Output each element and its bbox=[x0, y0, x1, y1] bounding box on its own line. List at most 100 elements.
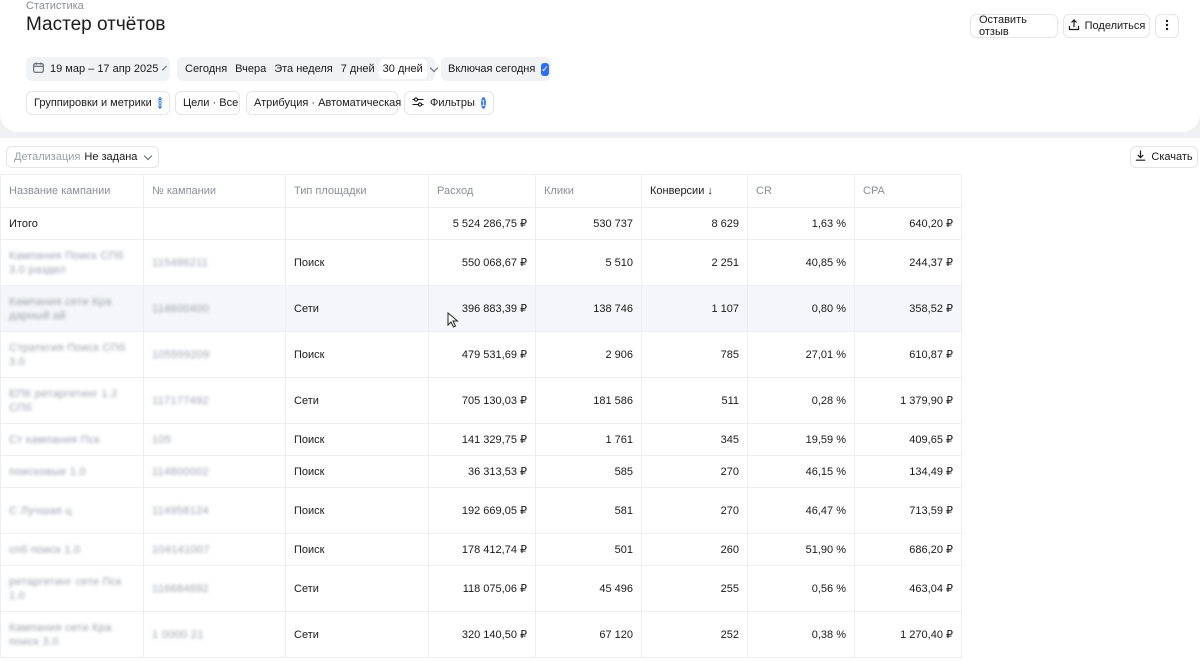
include-today-toggle[interactable]: Включая сегодня ✓ bbox=[441, 57, 551, 81]
campaign-name[interactable]: ретаргетинг сети Пск 1.0 bbox=[9, 575, 122, 602]
cpa-cell: 244,37 ₽ bbox=[854, 239, 962, 286]
groupings-metrics-button[interactable]: Группировки и метрики 8 bbox=[26, 91, 170, 115]
conversions-cell: 260 bbox=[641, 533, 748, 566]
share-button-label: Поделиться bbox=[1084, 20, 1146, 32]
period-this-week[interactable]: Эта неделя bbox=[274, 63, 333, 75]
more-vertical-icon bbox=[1165, 19, 1169, 34]
clicks-cell: 2 906 bbox=[535, 331, 642, 378]
table-row[interactable]: Стратегия Поиск СПб 3.0 105559209 Поиск … bbox=[0, 331, 962, 378]
campaign-id: 104141007 bbox=[152, 543, 210, 556]
campaign-id: 105 bbox=[152, 433, 172, 446]
clicks-cell: 45 496 bbox=[535, 565, 642, 612]
column-header-conversions[interactable]: Конверсии ↓ bbox=[641, 174, 748, 208]
filters-button[interactable]: Фильтры 1 bbox=[404, 91, 494, 115]
placement-type: Сети bbox=[285, 285, 429, 332]
clicks-cell: 138 746 bbox=[535, 285, 642, 332]
clicks-cell: 581 bbox=[535, 487, 642, 534]
column-header-campaign-id[interactable]: № кампании bbox=[143, 174, 286, 208]
clicks-cell: 585 bbox=[535, 455, 642, 488]
placement-type: Поиск bbox=[285, 239, 429, 286]
table-row[interactable]: спб поиск 1.0 104141007 Поиск 178 412,74… bbox=[0, 533, 962, 566]
detail-select[interactable]: Детализация Не задана bbox=[6, 146, 160, 168]
column-header-cr[interactable]: CR bbox=[747, 174, 855, 208]
goals-button[interactable]: Цели · Все bbox=[175, 91, 240, 115]
period-dropdown[interactable] bbox=[427, 57, 441, 81]
more-menu-button[interactable] bbox=[1155, 14, 1179, 38]
cpa-cell: 1 379,90 ₽ bbox=[854, 377, 962, 424]
include-today-label: Включая сегодня bbox=[448, 63, 536, 75]
total-clicks: 530 737 bbox=[535, 207, 642, 240]
feedback-button[interactable]: Оставить отзыв bbox=[970, 14, 1058, 38]
campaign-name[interactable]: Кампания сети Кра дарный ай bbox=[9, 295, 112, 322]
cost-cell: 192 669,05 ₽ bbox=[428, 487, 536, 534]
conversions-cell: 1 107 bbox=[641, 285, 748, 332]
attribution-button[interactable]: Атрибуция · Автоматическая bbox=[246, 91, 401, 115]
campaign-name[interactable]: ЕПК ретаргетинг 1.2 СПб bbox=[9, 387, 118, 414]
total-row: Итого 5 524 286,75 ₽ 530 737 8 629 1,63 … bbox=[0, 207, 962, 240]
total-label: Итого bbox=[0, 207, 144, 240]
campaign-id: 115486211 bbox=[152, 256, 209, 269]
detail-select-label: Детализация bbox=[14, 151, 81, 163]
cost-cell: 396 883,39 ₽ bbox=[428, 285, 536, 332]
table-row[interactable]: Ст кампания Пск 105 Поиск 141 329,75 ₽ 1… bbox=[0, 423, 962, 456]
period-30-days[interactable]: 30 дней bbox=[378, 59, 427, 79]
share-icon bbox=[1068, 18, 1080, 34]
sliders-icon bbox=[412, 96, 424, 110]
campaign-name[interactable]: Стратегия Поиск СПб 3.0 bbox=[9, 341, 126, 368]
calendar-icon bbox=[33, 62, 44, 76]
placement-type: Поиск bbox=[285, 423, 429, 456]
date-range-picker[interactable]: 19 мар – 17 апр 2025 bbox=[26, 57, 170, 81]
total-type bbox=[285, 207, 429, 240]
table-row[interactable]: Кампания Поиск СПб 3.0 раздел 115486211 … bbox=[0, 239, 962, 286]
share-button[interactable]: Поделиться bbox=[1063, 14, 1150, 38]
cr-cell: 46,47 % bbox=[747, 487, 855, 534]
conversions-cell: 255 bbox=[641, 565, 748, 612]
column-header-placement-type[interactable]: Тип площадки bbox=[285, 174, 429, 208]
campaign-name[interactable]: Кампания Поиск СПб 3.0 раздел bbox=[9, 249, 124, 276]
cr-cell: 51,90 % bbox=[747, 533, 855, 566]
total-id bbox=[143, 207, 286, 240]
period-yesterday[interactable]: Вчера bbox=[235, 63, 267, 75]
column-header-campaign-name[interactable]: Название кампании bbox=[0, 174, 144, 208]
cpa-cell: 409,65 ₽ bbox=[854, 423, 962, 456]
campaign-id: 116684692 bbox=[152, 582, 209, 595]
filters-label: Фильтры bbox=[430, 97, 475, 109]
column-header-clicks[interactable]: Клики bbox=[535, 174, 642, 208]
table-row[interactable]: С Лучшая ц 114958124 Поиск 192 669,05 ₽ … bbox=[0, 487, 962, 534]
campaign-name[interactable]: С Лучшая ц bbox=[9, 504, 72, 517]
cpa-cell: 1 270,40 ₽ bbox=[854, 611, 962, 658]
campaign-name[interactable]: поисковые 1.0 bbox=[9, 465, 86, 478]
conversions-cell: 785 bbox=[641, 331, 748, 378]
download-button[interactable]: Скачать bbox=[1130, 146, 1198, 168]
page-title: Мастер отчётов bbox=[26, 14, 166, 35]
campaign-id: 114600400 bbox=[152, 302, 209, 315]
campaign-name[interactable]: Ст кампания Пск bbox=[9, 433, 100, 446]
breadcrumb[interactable]: Статистика bbox=[26, 0, 84, 12]
table-row[interactable]: ретаргетинг сети Пск 1.0 116684692 Сети … bbox=[0, 565, 962, 612]
table-row[interactable]: ЕПК ретаргетинг 1.2 СПб 117177492 Сети 7… bbox=[0, 377, 962, 424]
table-row[interactable]: Кампания сети Кра дарный ай 114600400 Се… bbox=[0, 285, 962, 332]
column-header-cpa[interactable]: CPA bbox=[854, 174, 962, 208]
placement-type: Сети bbox=[285, 565, 429, 612]
cpa-cell: 463,04 ₽ bbox=[854, 565, 962, 612]
table-row[interactable]: Кампания сети Кра поиск 3.0 1 0000 21 Се… bbox=[0, 611, 962, 658]
campaign-name[interactable]: Кампания сети Кра поиск 3.0 bbox=[9, 621, 112, 648]
detail-select-value: Не задана bbox=[84, 151, 138, 163]
include-today-checkbox[interactable]: ✓ bbox=[541, 62, 549, 76]
total-cpa: 640,20 ₽ bbox=[854, 207, 962, 240]
campaign-name[interactable]: спб поиск 1.0 bbox=[9, 543, 81, 556]
column-header-cost[interactable]: Расход bbox=[428, 174, 536, 208]
chevron-down-icon bbox=[429, 63, 438, 72]
period-7-days[interactable]: 7 дней bbox=[340, 63, 375, 75]
cr-cell: 27,01 % bbox=[747, 331, 855, 378]
conversions-cell: 511 bbox=[641, 377, 748, 424]
campaign-id: 117177492 bbox=[152, 394, 209, 407]
campaign-id: 114958124 bbox=[152, 504, 209, 517]
table-header-row: Название кампании № кампании Тип площадк… bbox=[0, 174, 962, 208]
period-today[interactable]: Сегодня bbox=[185, 63, 228, 75]
chevron-down-icon bbox=[162, 65, 168, 70]
download-button-label: Скачать bbox=[1151, 151, 1193, 163]
campaign-id: 114800002 bbox=[152, 465, 209, 478]
table-row[interactable]: поисковые 1.0 114800002 Поиск 36 313,53 … bbox=[0, 455, 962, 488]
cr-cell: 0,38 % bbox=[747, 611, 855, 658]
